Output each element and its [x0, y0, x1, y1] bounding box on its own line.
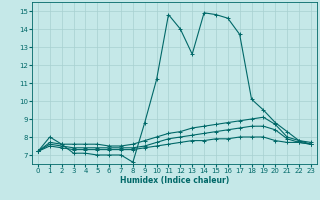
X-axis label: Humidex (Indice chaleur): Humidex (Indice chaleur): [120, 176, 229, 185]
